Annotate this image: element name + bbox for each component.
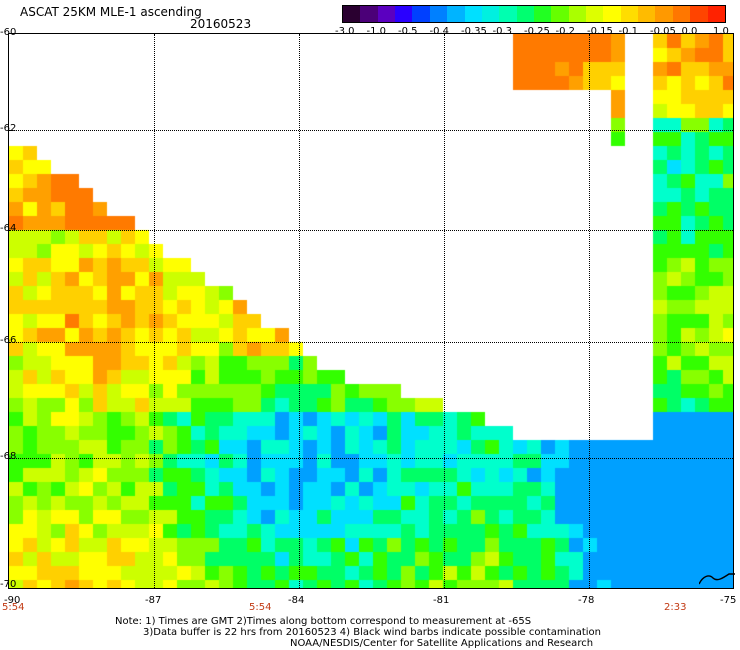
scatterometer-heatmap [9,34,733,588]
colorbar-swatch [412,6,430,22]
colorbar-label: -0.05 [650,26,676,37]
gridline-lat-66 [9,342,733,343]
colorbar-swatch [481,6,500,22]
gridline-lat-68 [9,458,733,459]
lon-label: -75 [720,595,737,606]
note-line-1: Note: 1) Times are GMT 2)Times along bot… [115,616,532,627]
lon-label: -87 [145,595,162,606]
gridline-lon-87 [154,34,155,588]
colorbar-label: 0.0 [681,26,698,37]
footnotes: Note: 1) Times are GMT 2)Times along bot… [115,616,601,649]
colorbar-swatch [516,6,534,22]
colorbar-swatch [551,6,569,22]
gridline-lon-78 [589,34,590,588]
colorbar-label: -0.5 [398,26,418,37]
colorbar-swatch [620,6,639,22]
lat-label: -64 [0,223,17,234]
lat-label: -66 [0,335,17,346]
map-panel [8,33,735,589]
colorbar-label: -0.35 [461,26,487,37]
colorbar-swatch [690,6,708,22]
colorbar-swatch [447,6,465,22]
colorbar-swatch [360,6,378,22]
time-label: 5:54 [249,602,272,613]
colorbar-label: -0.2 [555,26,576,37]
lon-label: -90 [4,595,21,606]
lat-label: -68 [0,451,17,462]
colorbar-label: -0.15 [587,26,613,37]
gridline-lon-84 [299,34,300,588]
colorbar-swatch [586,6,604,22]
colorbar-swatch [568,6,587,22]
colorbar-label: -0.4 [429,26,450,37]
colorbar-swatch [464,6,482,22]
colorbar-labels: -3.0 -1.0 -0.5 -0.4 -0.35 -0.3 -0.25 -0.2 -0.15-… [335,26,735,40]
product-date: 20160523 [190,17,252,31]
lon-label: -78 [578,595,595,606]
lon-label: -84 [288,595,305,606]
colorbar-swatch [499,6,517,22]
colorbar-label: -0.1 [618,26,639,37]
colorbar-swatch [655,6,673,22]
gridline-lat-62 [9,130,733,131]
gridline-lon-81 [444,34,445,588]
lat-label: -70 [0,579,17,590]
colorbar-swatch [343,6,361,22]
colorbar-swatch [429,6,448,22]
gridline-lat-64 [9,230,733,231]
colorbar-swatch [377,6,396,22]
colorbar-label: -1.0 [366,26,387,37]
colorbar-label: -0.25 [524,26,550,37]
note-line-3: NOAA/NESDIS/Center for Satellite Applica… [290,638,594,649]
colorbar-label: 1.0 [713,26,729,37]
coastline [699,573,735,585]
time-label: 5:54 [2,602,25,613]
colorbar-label: -3.0 [335,26,355,37]
lat-label: -60 [0,27,17,38]
product-title: ASCAT 25KM MLE-1 ascending [20,5,202,19]
colorbar-swatch [395,6,413,22]
colorbar-swatch [638,6,656,22]
colorbar-swatch [603,6,621,22]
time-label: 2:33 [664,602,687,613]
colorbar-label: -0.3 [492,26,513,37]
lat-label: -62 [0,123,17,134]
colorbar-swatch [533,6,552,22]
note-line-2: 3)Data buffer is 22 hrs from 20160523 4)… [143,627,601,638]
lon-label: -81 [433,595,450,606]
colorbar-swatch [707,6,725,22]
colorbar [342,5,726,23]
colorbar-swatch [672,6,691,22]
